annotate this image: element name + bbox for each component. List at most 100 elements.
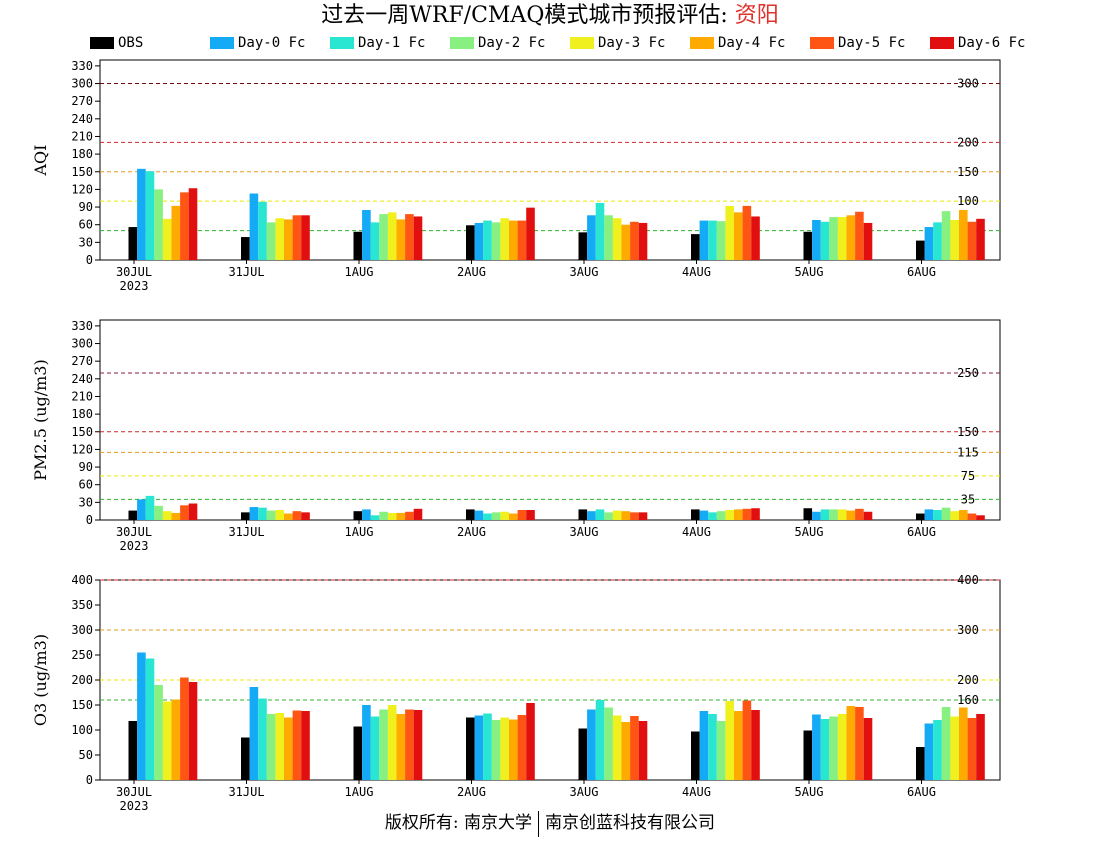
bar [812,714,821,780]
bar [466,509,475,520]
legend-swatch [450,37,474,49]
bar [630,512,639,520]
bar [162,701,172,780]
bar [275,510,284,520]
y-tick-label: 30 [79,235,93,249]
bar [249,507,259,520]
bar [154,505,163,520]
bar [734,212,743,260]
x-year-label: 2023 [120,279,149,293]
bar [578,232,588,260]
bar [976,515,985,520]
bar [154,685,163,780]
bar [803,231,813,260]
bar [751,710,760,780]
legend-label: Day-3 Fc [598,35,666,51]
legend-swatch [570,37,594,49]
bar [595,202,605,260]
x-tick-label: 6AUG [907,525,936,539]
x-tick-label: 30JUL [116,265,152,279]
legend-label: Day-5 Fc [838,35,906,51]
bar [517,715,527,780]
bar [413,508,423,520]
bar [950,716,959,780]
bar [162,218,172,260]
bar [967,513,977,520]
bar [916,513,925,520]
bar [266,222,276,260]
y-tick-label: 210 [71,129,93,143]
bar [483,220,492,260]
y-tick-label: 180 [71,147,93,161]
bar [137,652,146,780]
bar [396,714,406,780]
bar [275,218,284,260]
bar [578,509,588,520]
bar [863,718,873,780]
bar [604,215,613,260]
bar [950,511,959,520]
x-tick-label: 3AUG [570,265,599,279]
y-tick-label: 50 [79,748,93,762]
bar [491,222,501,260]
y-tick-label: 0 [86,253,93,267]
bar [292,710,302,780]
bar [855,211,864,260]
y-tick-label: 90 [79,200,93,214]
bar [466,717,475,780]
y-tick-label: 0 [86,513,93,527]
bar [959,707,968,780]
x-tick-label: 4AUG [682,265,711,279]
bar [612,510,622,520]
bar [751,508,760,520]
bar [820,221,830,260]
bar [967,221,977,260]
bar [284,717,293,780]
bar [933,720,942,780]
bar [725,205,734,260]
y-tick-label: 120 [71,442,93,456]
bar [353,726,363,780]
threshold-label: 75 [961,469,975,483]
y-tick-label: 150 [71,425,93,439]
bar [128,227,138,260]
bar [379,709,388,780]
threshold-label: 100 [957,194,979,208]
bar [145,495,155,520]
bar [466,225,475,260]
bar [595,700,605,780]
bar [976,714,985,780]
bar [630,221,639,260]
y-tick-label: 0 [86,773,93,787]
bar [959,210,968,260]
bar [301,711,310,780]
y-tick-label: 240 [71,372,93,386]
x-tick-label: 1AUG [345,265,374,279]
bar [258,201,267,260]
bar [751,216,760,260]
bar [621,511,631,520]
bar [509,719,518,780]
x-tick-label: 4AUG [682,525,711,539]
x-year-label: 2023 [120,539,149,553]
x-tick-label: 2AUG [457,265,486,279]
legend-swatch [210,37,234,49]
bar [716,721,726,780]
bar [241,237,250,260]
bar [370,515,380,520]
legend-swatch [330,37,354,49]
bar [941,707,951,780]
legend-label: Day-0 Fc [238,35,306,51]
bar [509,220,518,260]
bar [734,509,743,520]
x-tick-label: 4AUG [682,785,711,799]
y-axis-label: O3 (ug/m3) [31,634,50,726]
bar [820,509,830,520]
x-tick-label: 3AUG [570,525,599,539]
x-tick-label: 1AUG [345,525,374,539]
y-axis-label: AQI [31,145,50,177]
x-tick-label: 5AUG [795,785,824,799]
bar [691,731,700,780]
bar [587,215,596,260]
bar [846,510,856,520]
